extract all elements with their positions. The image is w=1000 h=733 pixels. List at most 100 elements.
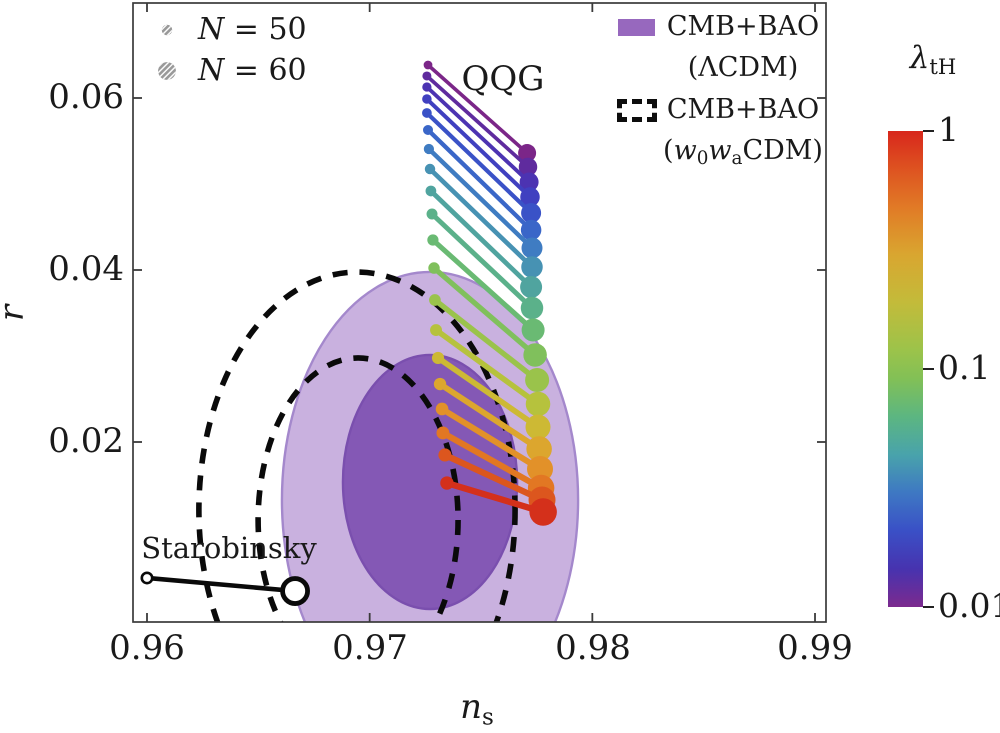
n60-marker [521,256,543,278]
w0wa-cdm: CDM) [742,135,823,166]
qqg-annotation: QQG [461,59,545,99]
qqg-segment-lambda-0.3 [431,351,551,440]
starobinsky-annotation: Starobinsky [141,531,317,565]
qqg-segment-lambda-0.026 [422,108,542,223]
starobinsky-n50-marker [140,571,154,585]
qqg-segment-lambda-0.013 [422,71,538,177]
n60-marker [520,187,540,207]
lcdm-legend-line2: (ΛCDM) [687,52,799,83]
n50-marker [427,234,439,246]
w0wa-legend-line2: (w0waCDM) [658,135,828,169]
segment-line [425,74,530,169]
colorbar-tick-0.1: 0.1 [938,348,991,387]
x-axis-subscript: s [482,704,494,731]
starobinsky-line [146,575,296,594]
colorbar-subscript: tH [929,53,957,79]
colorbar-symbol: λ [909,40,930,76]
qqg-segment-lambda-0.11 [427,234,545,342]
n50-marker [422,108,432,118]
n50-marker [433,377,447,391]
qqg-segment-lambda-0.38 [433,377,552,462]
wa: w [708,135,732,166]
segment-line [424,85,532,184]
qqg-segment-lambda-0.089 [426,208,544,320]
plot-frame [132,2,827,623]
starobinsky-segment [140,571,310,606]
n50-marker [428,262,440,274]
n50-marker [423,143,435,155]
n60-marker [521,318,545,342]
segment-line [431,265,538,358]
n50-marker [424,163,436,175]
w0wa-contour-2sigma [196,269,518,622]
legend-n50-label: N = 50 [198,12,307,47]
segment-line [429,211,535,311]
n50-var: N [198,12,225,47]
x-tick-0.98: 0.98 [555,628,631,668]
n50-marker [423,124,434,135]
legend-n60-label: N = 60 [198,53,307,88]
n50-marker [422,94,432,104]
n50-marker [430,324,442,336]
wa-sub: a [731,148,743,170]
w0wa-legend-line1: CMB+BAO [666,94,820,125]
n60-marker [527,456,554,483]
y-tick-0.06: 0.06 [48,77,124,117]
w0: w [673,135,697,166]
n50-marker [438,448,452,462]
n60-marker [526,436,552,462]
confidence-contours [196,269,580,622]
segment-line [424,110,534,216]
qqg-segment-lambda-0.021 [422,94,540,207]
qqg-segment-lambda-0.01 [423,60,537,163]
qqg-segment-lambda-0.23 [430,324,551,417]
qqg-segment-lambda-0.016 [422,82,539,192]
n60-marker [523,343,547,367]
qqg-segment-lambda-0.07 [425,185,543,299]
y-axis-label: r [0,291,32,335]
qqg-segment-lambda-0.055 [424,163,543,278]
n50-marker [423,60,433,70]
segment-line [439,429,545,492]
y-tick-0.02: 0.02 [48,421,124,461]
w0wa-contour-1sigma [255,355,461,622]
lcdm-legend-line1: CMB+BAO [666,11,820,42]
n50-marker [436,426,450,440]
qqg-segments [422,60,557,526]
segment-line [437,381,543,452]
y-tick-0.04: 0.04 [48,249,124,289]
segment-line [435,355,541,430]
colorbar-title: λtH [877,40,989,79]
n60-marker [525,391,551,417]
n50-value: = 50 [224,12,307,47]
segment-line [428,188,534,290]
x-tick-0.96: 0.96 [109,628,185,668]
n60-marker [521,202,542,223]
qqg-segment-lambda-0.14 [428,262,547,367]
n60-var: N [198,53,225,88]
segment-line [433,327,541,407]
qqg-segment-lambda-0.18 [429,294,550,392]
n60-value: = 60 [224,53,307,88]
w0-sub: 0 [696,148,709,170]
starobinsky-n60-marker [280,576,310,606]
segment-line [432,297,540,383]
n50-marker [425,185,437,197]
x-axis-label: ns [417,687,537,730]
n50-marker [429,294,441,306]
n50-marker [431,351,445,365]
qqg-segment-lambda-1 [440,476,557,526]
colorbar-tick-1: 1 [938,110,959,149]
x-tick-0.99: 0.99 [777,628,853,668]
segment-line [426,63,529,155]
n60-marker [520,276,543,299]
n50-marker [435,402,449,416]
segment-line [439,406,543,472]
n60-marker [520,296,544,320]
n60-marker [519,172,539,192]
colorbar [888,130,934,608]
w0wa-legend-swatch [617,99,657,122]
lcdm-legend-swatch [618,19,655,36]
n60-marker [525,367,550,392]
qqg-segment-lambda-0.48 [435,402,554,483]
